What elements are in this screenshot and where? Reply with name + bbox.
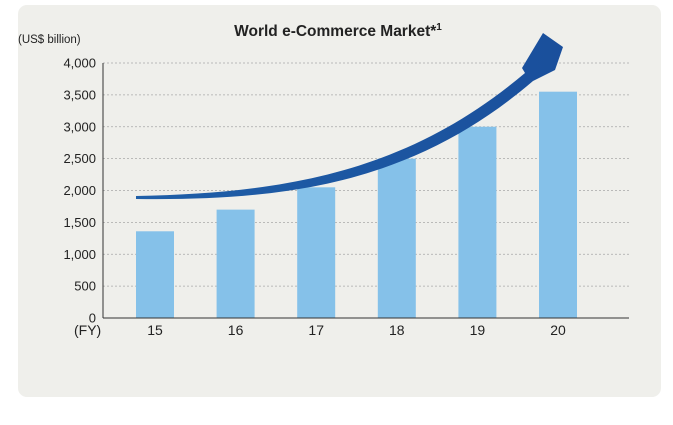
y-tick-label: 4,000 (63, 56, 96, 71)
x-tick-label: 15 (147, 322, 163, 338)
x-tick-label: 20 (550, 322, 566, 338)
y-tick-label: 0 (89, 311, 96, 326)
y-tick-label: 3,000 (63, 119, 96, 134)
y-tick-label: 3,500 (63, 87, 96, 102)
growth-trend-arrow (136, 33, 563, 200)
x-axis-label: (FY) (74, 322, 101, 338)
y-tick-label: 2,000 (63, 183, 96, 198)
y-axis-label: (US$ billion) (18, 34, 81, 46)
bar-fy17 (297, 187, 336, 318)
chart-title: World e-Commerce Market*1 (234, 22, 442, 40)
x-tick-label: 18 (389, 322, 405, 338)
x-tick-label: 19 (470, 322, 486, 338)
bars (136, 91, 577, 318)
bar-fy18 (377, 158, 416, 318)
bar-fy15 (136, 231, 174, 318)
y-tick-label: 2,500 (63, 151, 96, 166)
x-tick-label: 17 (308, 322, 324, 338)
y-axis-ticks: 0 500 1,000 1,500 2,000 2,500 3,000 3,500 4,000 (63, 56, 96, 326)
x-tick-label: 16 (228, 322, 244, 338)
y-tick-label: 500 (74, 279, 96, 294)
y-tick-label: 1,500 (63, 215, 96, 230)
y-tick-label: 1,000 (63, 247, 96, 262)
x-axis-ticks: 15 16 17 18 19 20 (147, 322, 566, 338)
bar-fy19 (458, 126, 497, 318)
bar-fy16 (216, 209, 255, 318)
bar-fy20 (539, 91, 577, 318)
